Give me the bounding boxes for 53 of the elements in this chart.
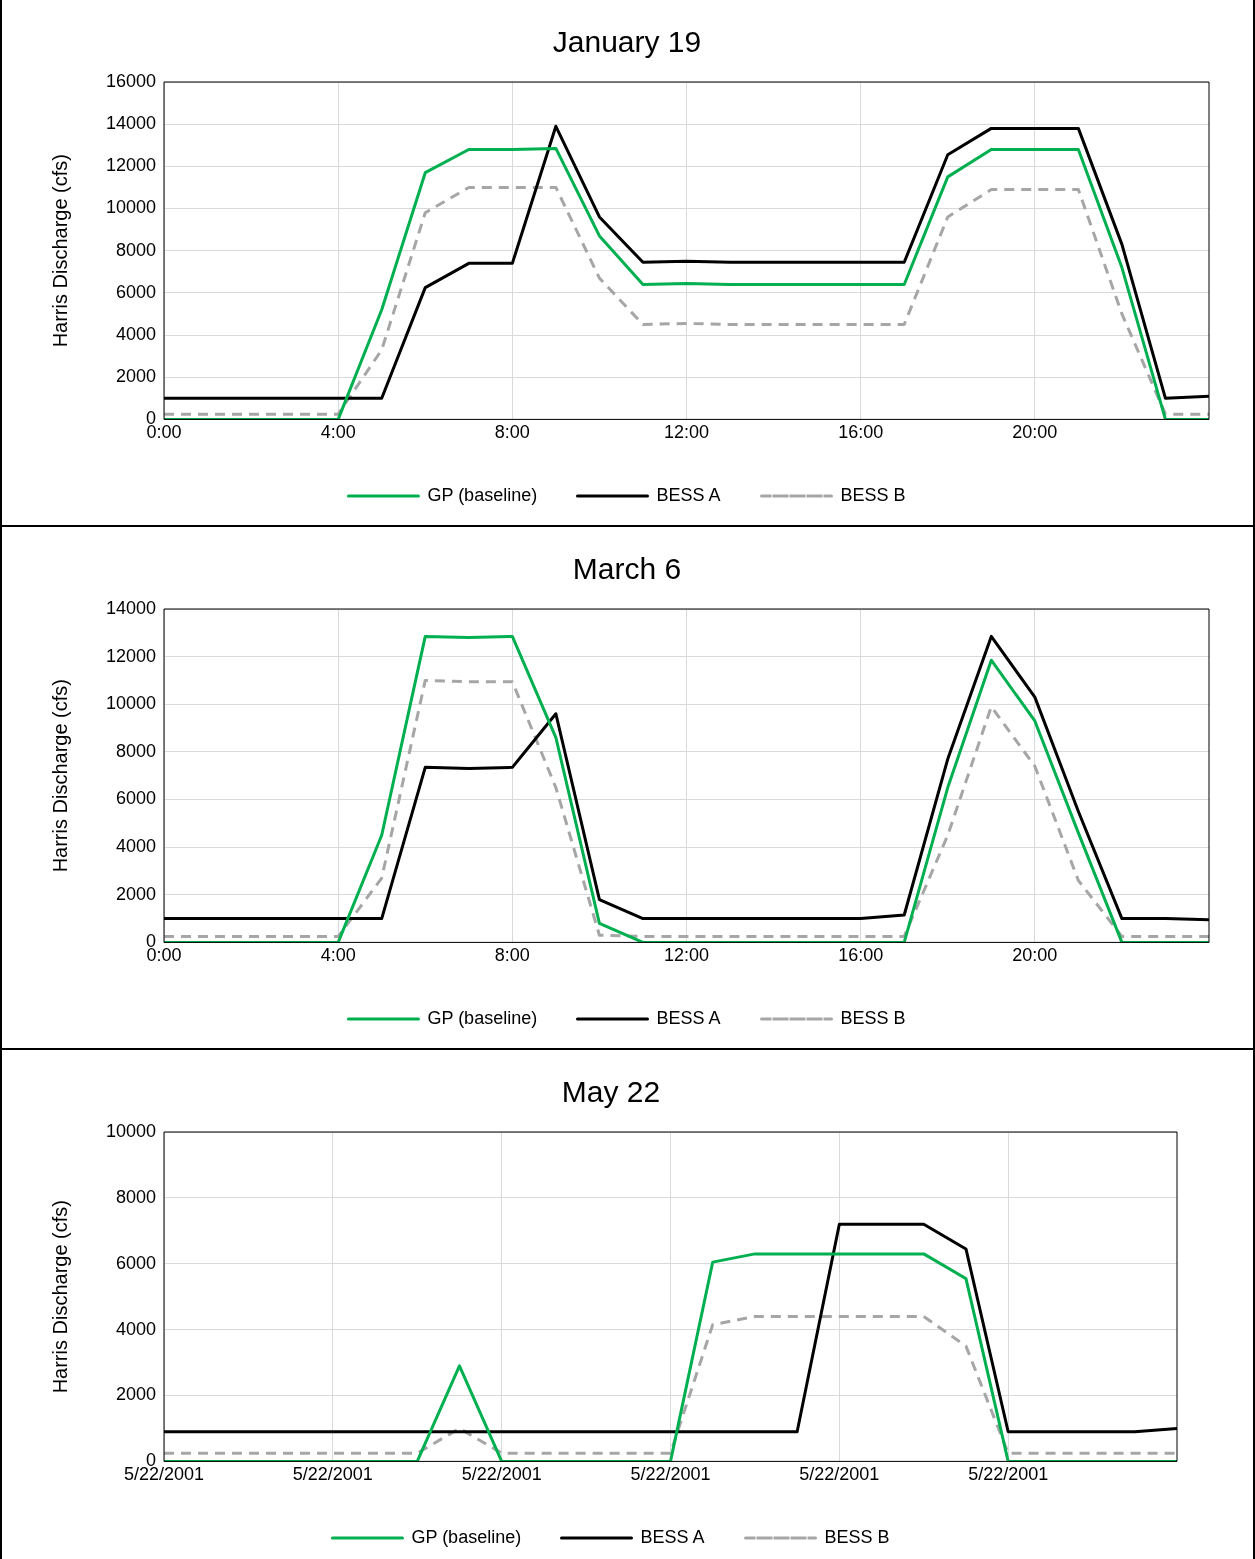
y-tick-label: 10000 bbox=[105, 693, 156, 714]
x-tick-label: 20:00 bbox=[1012, 422, 1058, 443]
x-tick-label: 5/22/2001 bbox=[630, 1464, 711, 1485]
y-tick-label: 2000 bbox=[115, 366, 156, 387]
x-tick-label: 12:00 bbox=[663, 945, 710, 966]
legend-label: BESS B bbox=[840, 1007, 906, 1028]
x-tick-label: 5/22/2001 bbox=[292, 1464, 373, 1485]
y-axis-title: Harris Discharge (cfs) bbox=[48, 1200, 71, 1394]
y-tick-label: 12000 bbox=[105, 645, 156, 666]
y-tick-label: 10000 bbox=[105, 197, 156, 218]
chart-title: May 22 bbox=[561, 1075, 661, 1109]
x-tick-label: 5/22/2001 bbox=[968, 1464, 1049, 1485]
legend-label: GP (baseline) bbox=[427, 484, 538, 505]
line-series bbox=[164, 678, 1209, 938]
y-axis-title: Harris Discharge (cfs) bbox=[48, 154, 71, 348]
legend-label: GP (baseline) bbox=[411, 1526, 522, 1547]
y-tick-label: 14000 bbox=[105, 597, 156, 618]
line-series bbox=[164, 1314, 1177, 1455]
legend-label: BESS B bbox=[824, 1526, 890, 1547]
y-axis-title: Harris Discharge (cfs) bbox=[48, 679, 71, 873]
y-tick-label: 12000 bbox=[105, 155, 156, 176]
legend-label: GP (baseline) bbox=[427, 1007, 538, 1028]
x-tick-label: 5/22/2001 bbox=[461, 1464, 542, 1485]
x-tick-label: 12:00 bbox=[663, 422, 710, 443]
chart-title: March 6 bbox=[572, 552, 682, 586]
x-tick-label: 4:00 bbox=[320, 422, 356, 443]
chart-title: January 19 bbox=[552, 25, 702, 59]
legend-label: BESS A bbox=[656, 1007, 721, 1028]
y-tick-label: 4000 bbox=[115, 1318, 156, 1339]
y-tick-label: 8000 bbox=[115, 1186, 156, 1207]
y-tick-label: 6000 bbox=[115, 281, 156, 302]
y-tick-label: 2000 bbox=[115, 1384, 156, 1405]
x-tick-label: 16:00 bbox=[838, 945, 884, 966]
x-tick-label: 8:00 bbox=[494, 945, 530, 966]
y-tick-label: 16000 bbox=[105, 70, 156, 91]
y-tick-label: 14000 bbox=[105, 113, 156, 134]
x-tick-label: 20:00 bbox=[1012, 945, 1058, 966]
x-tick-label: 5/22/2001 bbox=[799, 1464, 880, 1485]
y-tick-label: 2000 bbox=[115, 883, 156, 904]
y-tick-label: 4000 bbox=[115, 324, 156, 345]
legend-label: BESS A bbox=[640, 1526, 705, 1547]
legend-label: BESS A bbox=[656, 484, 721, 505]
y-tick-label: 8000 bbox=[115, 239, 156, 260]
legend-label: BESS B bbox=[840, 484, 906, 505]
x-tick-label: 8:00 bbox=[494, 422, 530, 443]
x-tick-label: 4:00 bbox=[320, 945, 356, 966]
y-tick-label: 6000 bbox=[115, 1252, 156, 1273]
line-series bbox=[164, 185, 1209, 416]
y-tick-label: 10000 bbox=[105, 1120, 156, 1141]
x-tick-label: 16:00 bbox=[838, 422, 884, 443]
y-tick-label: 6000 bbox=[115, 788, 156, 809]
y-tick-label: 8000 bbox=[115, 740, 156, 761]
y-tick-label: 4000 bbox=[115, 836, 156, 857]
